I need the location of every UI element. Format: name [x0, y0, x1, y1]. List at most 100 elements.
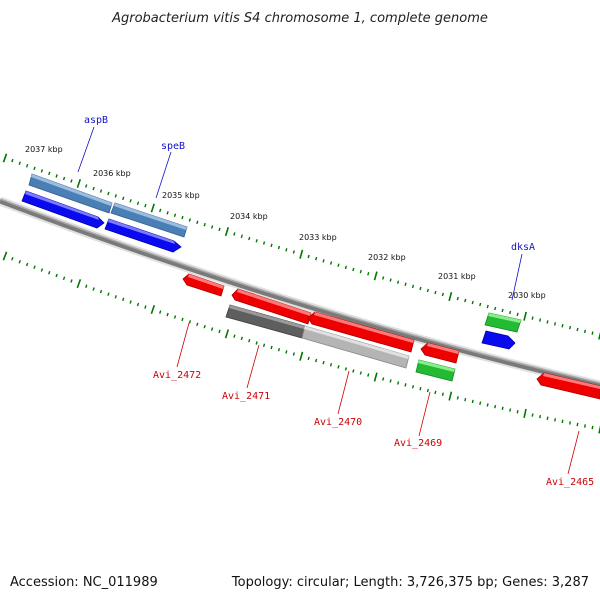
map-title: Agrobacterium vitis S4 chromosome 1, com…	[111, 11, 488, 26]
major-tick	[150, 305, 156, 315]
minor-tick	[129, 199, 132, 203]
minor-tick	[389, 278, 392, 282]
minor-tick	[62, 276, 66, 281]
label-avi2472[interactable]: Avi_2472	[153, 370, 201, 381]
minor-tick	[367, 272, 370, 276]
label-speB[interactable]: speB	[161, 141, 185, 152]
forward-strand-genes	[21, 173, 522, 350]
minor-tick	[509, 408, 512, 412]
gene-avi2469[interactable]	[420, 342, 460, 364]
minor-tick	[359, 371, 362, 375]
label-avi2465[interactable]: Avi_2465	[546, 477, 594, 488]
minor-tick	[464, 397, 467, 402]
minor-tick	[352, 369, 355, 373]
minor-tick	[92, 186, 95, 191]
gene-avi2469-green-shine	[418, 360, 455, 372]
minor-tick	[501, 406, 504, 411]
label-avi2471[interactable]: Avi_2471	[222, 391, 270, 402]
minor-tick	[129, 300, 132, 304]
minor-tick	[62, 176, 66, 181]
minor-tick	[277, 245, 281, 250]
minor-tick	[233, 334, 236, 338]
minor-tick	[382, 377, 385, 381]
minor-tick	[277, 347, 281, 352]
label-avi2470[interactable]: Avi_2470	[314, 417, 362, 428]
gene-avi2470-gray-shine	[304, 326, 409, 359]
minor-tick	[159, 208, 162, 213]
leader-dksA	[511, 253, 523, 301]
minor-tick	[248, 236, 251, 241]
major-tick	[373, 372, 378, 382]
major-tick	[373, 271, 378, 281]
gene-avi2471-gray-shine	[229, 305, 305, 329]
minor-tick	[471, 300, 474, 305]
minor-tick	[516, 410, 519, 414]
gene-dksA-arrow[interactable]	[481, 330, 516, 350]
minor-tick	[307, 254, 310, 259]
minor-tick	[539, 414, 542, 419]
minor-tick	[344, 367, 347, 371]
minor-tick	[181, 215, 184, 220]
gene-avi2471[interactable]	[231, 288, 312, 325]
gene-avi2471-shine	[237, 289, 311, 316]
leader-avi2472	[176, 322, 190, 368]
minor-tick	[315, 358, 318, 363]
major-tick	[150, 203, 155, 213]
minor-tick	[70, 279, 73, 283]
major-tick	[448, 291, 453, 302]
kbp-label: 2035 kbp	[162, 191, 200, 200]
minor-tick	[188, 218, 191, 222]
minor-tick	[166, 211, 169, 215]
minor-tick	[441, 292, 444, 297]
minor-tick	[292, 352, 295, 356]
minor-tick	[553, 322, 557, 326]
minor-tick	[25, 262, 29, 267]
minor-tick	[583, 329, 587, 334]
minor-tick	[55, 174, 58, 178]
kbp-label: 2030 kbp	[508, 291, 546, 300]
gene-dksA-upper-shine	[488, 313, 521, 323]
gene-avi2470-gray[interactable]	[301, 325, 410, 369]
minor-tick	[359, 269, 362, 274]
minor-tick	[456, 396, 459, 400]
minor-tick	[434, 390, 437, 395]
major-tick	[598, 331, 600, 340]
minor-tick	[322, 360, 325, 365]
gene-dksA-upper[interactable]	[484, 312, 522, 333]
kbp-label: 2032 kbp	[368, 253, 406, 262]
gene-avi2469-shine	[427, 343, 459, 354]
minor-tick	[419, 386, 422, 391]
minor-tick	[262, 343, 266, 347]
label-avi2469[interactable]: Avi_2469	[394, 438, 442, 449]
minor-tick	[210, 327, 214, 331]
minor-tick	[576, 422, 579, 427]
minor-tick	[486, 403, 489, 407]
minor-tick	[144, 203, 147, 208]
gene-speB-upper-shine	[114, 203, 187, 230]
minor-tick	[396, 280, 400, 284]
topology-text: Topology: circular; Length: 3,726,375 bp…	[231, 575, 589, 590]
minor-tick	[509, 310, 512, 315]
gene-avi2472[interactable]	[182, 273, 225, 297]
minor-tick	[270, 345, 273, 350]
major-tick	[523, 311, 527, 321]
minor-tick	[591, 331, 594, 335]
minor-tick	[337, 263, 340, 267]
label-dksA[interactable]: dksA	[511, 242, 535, 253]
minor-tick	[107, 292, 110, 296]
minor-tick	[494, 404, 497, 409]
minor-tick	[262, 241, 266, 245]
kbp-label: 2031 kbp	[438, 272, 476, 281]
gene-labels: aspB speB dksA Avi_2472 Avi_2471 Avi_247…	[77, 115, 594, 488]
minor-tick	[55, 273, 58, 278]
gene-avi2470-red-shine	[314, 312, 414, 343]
minor-tick	[136, 201, 140, 206]
minor-tick	[531, 316, 534, 320]
label-aspB[interactable]: aspB	[84, 115, 108, 126]
outer-tick-ring	[2, 153, 600, 340]
minor-tick	[531, 413, 534, 417]
minor-tick	[329, 261, 333, 265]
minor-tick	[367, 373, 370, 377]
gene-avi2472-shine	[188, 274, 224, 289]
